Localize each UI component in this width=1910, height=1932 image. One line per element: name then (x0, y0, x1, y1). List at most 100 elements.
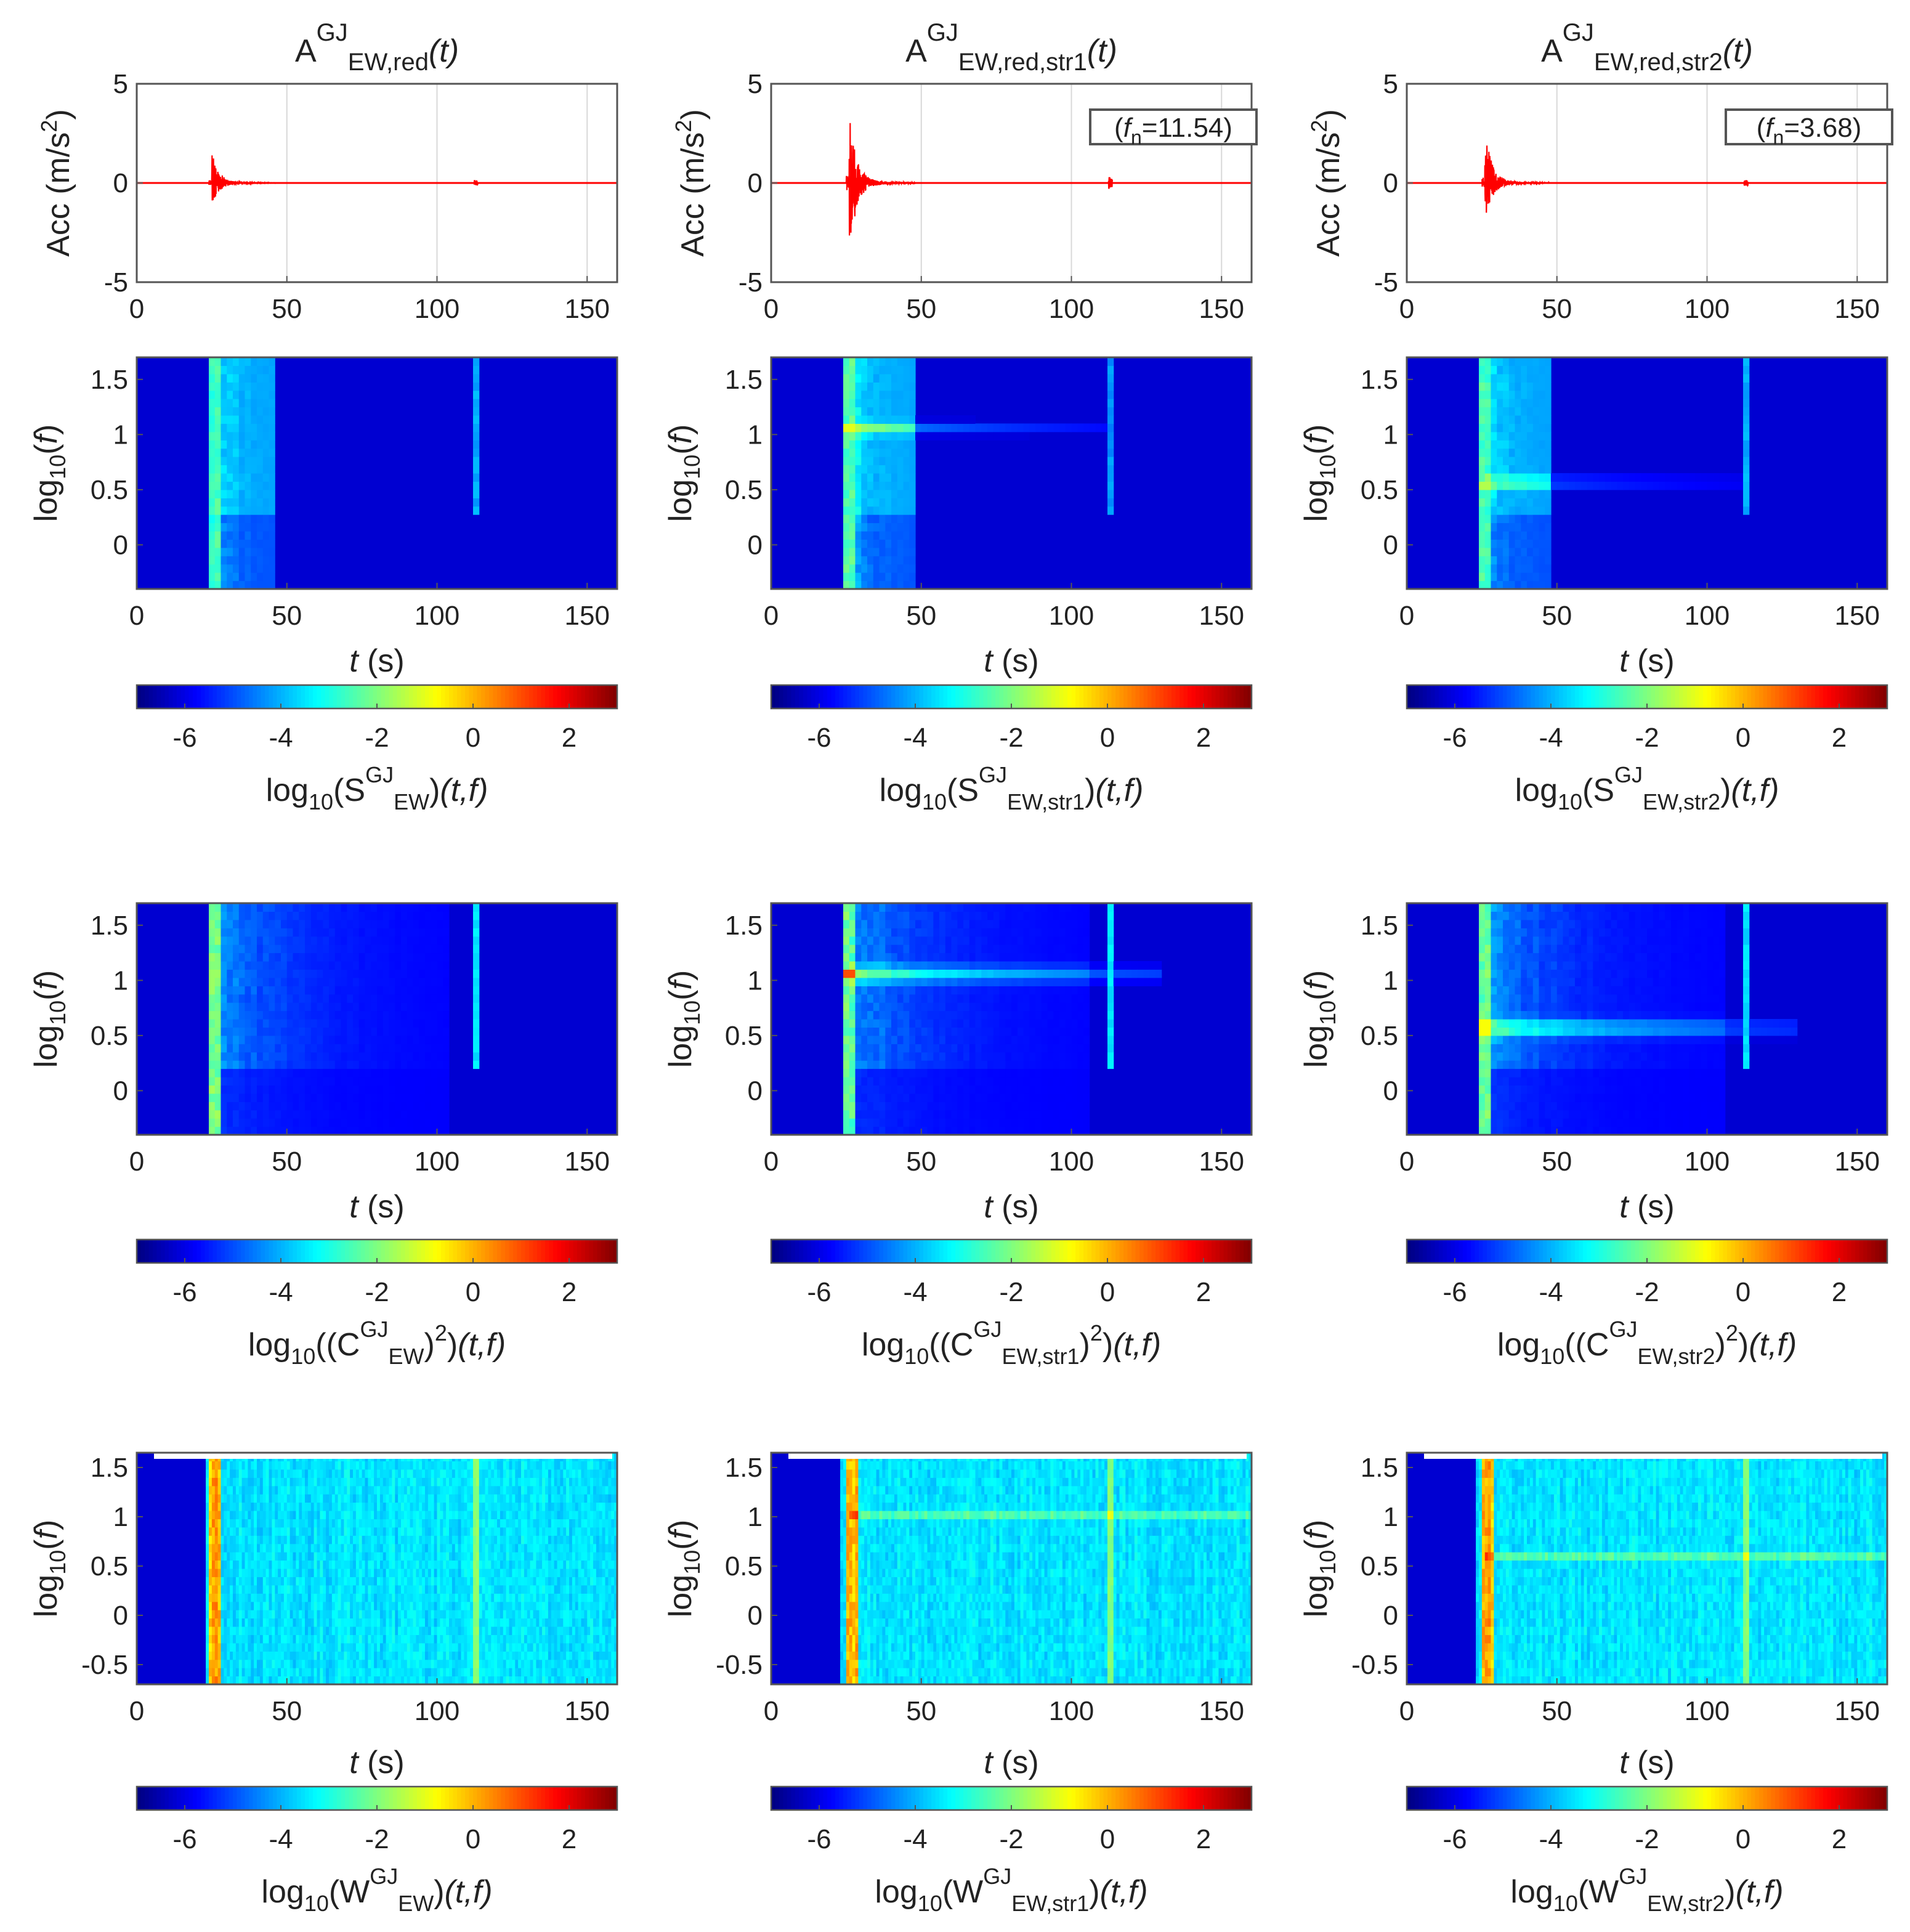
col-red-w-map-cell (230, 1626, 233, 1635)
col-red-c-map-cell (257, 1019, 264, 1028)
col-red-w-map-cell (230, 1535, 233, 1544)
col-red-w-map-cell (527, 1569, 531, 1577)
col-red-s-colorbar-swatch (445, 685, 450, 708)
col-red-s-map-cell (245, 415, 251, 424)
col-red-c-map-cell (389, 1085, 395, 1094)
col-red-w-map-cell (278, 1618, 281, 1627)
col-red-s-map-cell (257, 547, 264, 556)
col-red-w-map-cell (358, 1469, 363, 1478)
col-red-w-map-cell (458, 1494, 462, 1503)
col-red-s-map-cell (221, 399, 227, 408)
col-red-c-map-cell (233, 1077, 240, 1086)
col-red-c-colorbar-swatch (309, 1240, 314, 1263)
col-red-c-map-cell (437, 1102, 443, 1111)
col-red-w-map-cell (257, 1494, 261, 1503)
col-red-w-map-cell (485, 1485, 488, 1495)
col-red-s-map-cell (473, 357, 480, 366)
col-red-w-map-cell (272, 1676, 275, 1685)
col-red-s-colorbar-tick-label: 2 (562, 723, 577, 753)
col-red-w-map-cell (262, 1485, 267, 1495)
col-red-w-map-cell (334, 1477, 339, 1487)
col-red-w-map-cell (269, 1659, 272, 1668)
col-red-w-map-cell (410, 1585, 414, 1594)
col-red-c-map-cell (305, 1068, 312, 1078)
col-red-w-map-cell (386, 1610, 390, 1619)
col-red-w-map-cell (320, 1569, 323, 1577)
col-red-w-map-cell (527, 1577, 531, 1586)
col-red-w-map-cell (317, 1469, 320, 1478)
col-red-w-map-cell (470, 1618, 474, 1627)
col-red-w-map-cell (371, 1560, 374, 1569)
col-red-w-map-cell (539, 1593, 543, 1602)
col-red-w-map-cell (350, 1593, 354, 1602)
col-red-w-map-cell (451, 1642, 456, 1652)
col-red-w-map-cell (379, 1560, 384, 1569)
col-red-w-map-cell (224, 1543, 227, 1552)
col-red-w-map-cell (482, 1519, 486, 1528)
col-red-w-map-cell (233, 1601, 237, 1610)
col-red-w-map-cell (413, 1527, 416, 1536)
col-red-c-map-cell (358, 1126, 366, 1135)
col-red-w-map-cell (371, 1659, 374, 1668)
col-red-s-map-cell (473, 481, 480, 490)
col-red-w-map-cell (455, 1668, 459, 1677)
col-red-w-map-cell (434, 1461, 438, 1470)
col-red-w-map-cell (211, 1642, 216, 1652)
col-red-s-map-cell (269, 514, 275, 524)
col-red-c-colorbar-tick-label: -6 (172, 1277, 196, 1307)
col-red-w-map-cell (320, 1519, 323, 1528)
col-red-w-map-cell (488, 1634, 492, 1644)
col-red-s-map-ytick-label: 0.5 (91, 475, 128, 505)
col-red-c-map-cell (323, 977, 330, 986)
col-red-w-map-cell (344, 1585, 347, 1594)
col-red-s-map (137, 357, 617, 590)
col-red-w-map-cell (440, 1642, 443, 1652)
col-red-w-map (137, 1453, 618, 1685)
col-red-c-map-cell (443, 1044, 450, 1053)
col-red-w-map-cell (407, 1676, 411, 1685)
col-red-w-map-cell (398, 1668, 402, 1677)
col-red-w-map-cell (347, 1626, 350, 1635)
col-red-w-map-cell (530, 1634, 534, 1644)
col-red-w-map-cell (221, 1601, 224, 1610)
col-red-c-map-cell (221, 1027, 227, 1036)
col-red-w-map-cell (545, 1593, 549, 1602)
col-red-w-map-cell (431, 1651, 435, 1660)
col-red-w-map-cell (431, 1577, 435, 1586)
col-red-w-map-cell (302, 1535, 306, 1544)
col-red-w-map-cell (235, 1485, 240, 1495)
col-red-w-map-cell (524, 1511, 528, 1519)
col-red-w-map-cell (374, 1552, 378, 1561)
col-red-w-map-cell (224, 1477, 227, 1487)
col-red-w-map-cell (422, 1461, 426, 1470)
col-red-c-map-cell (358, 903, 366, 912)
col-red-c-map-cell (419, 961, 426, 970)
col-red-s-map-cell (214, 440, 222, 449)
col-red-s-map-cell (233, 440, 240, 449)
col-red-w-map-cell (331, 1577, 336, 1586)
col-red-s-colorbar-swatch (393, 685, 398, 708)
col-red-w-map-cell (272, 1485, 275, 1495)
col-red-w-map-cell (512, 1601, 516, 1610)
col-red-s-colorbar-swatch (269, 685, 273, 708)
col-red-w-map-cell (518, 1626, 522, 1635)
col-red-c-map-cell (443, 977, 450, 986)
col-red-w-map-cell (283, 1560, 288, 1569)
col-red-w-map-cell (371, 1461, 374, 1470)
col-red-w-map-cell (241, 1543, 246, 1552)
col-red-c-map-cell (227, 986, 233, 995)
col-red-w-map-cell (389, 1585, 392, 1594)
col-red-w-map-cell (440, 1461, 443, 1470)
col-red-w-map-cell (353, 1469, 357, 1478)
col-red-s-map-cell (209, 357, 216, 366)
col-red-w-map-cell (317, 1634, 320, 1644)
col-red-w-map-cell (506, 1618, 510, 1627)
col-red-w-map-cell (542, 1543, 546, 1552)
col-red-acc-secondary (473, 179, 479, 186)
col-red-w-map-cell (365, 1659, 368, 1668)
col-red-c-map-cell (227, 1118, 233, 1127)
col-red-w-map-cell (416, 1552, 419, 1561)
col-red-c-map-cell (377, 944, 384, 954)
col-red-w-map-cell (398, 1485, 402, 1495)
col-red-w-map-cell (413, 1511, 416, 1519)
